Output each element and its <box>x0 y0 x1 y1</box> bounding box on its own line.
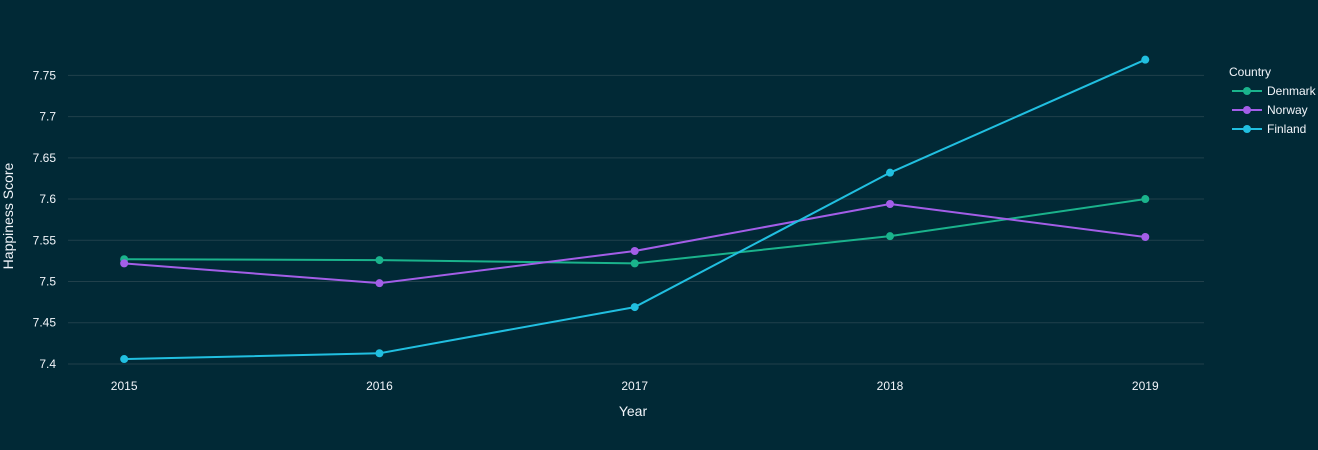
series-denmark[interactable] <box>120 195 1150 268</box>
data-point[interactable] <box>886 232 895 241</box>
legend-item-denmark[interactable]: Denmark <box>1232 84 1317 98</box>
series-line-finland[interactable] <box>124 58 1146 361</box>
x-tick-label: 2017 <box>621 379 648 393</box>
data-point[interactable] <box>120 259 129 268</box>
legend-marker <box>1243 106 1251 114</box>
data-point[interactable] <box>1141 55 1150 64</box>
x-axis: 2015 2016 2017 2018 2019 <box>111 379 1159 393</box>
data-point[interactable] <box>1141 232 1150 241</box>
legend-marker <box>1243 125 1251 133</box>
data-point[interactable] <box>375 349 384 358</box>
y-tick-label: 7.75 <box>33 68 57 82</box>
x-axis-title: Year <box>619 403 648 419</box>
y-axis-title: Happiness Score <box>0 162 16 269</box>
data-point[interactable] <box>630 247 639 256</box>
legend-marker <box>1243 87 1251 95</box>
y-tick-label: 7.55 <box>33 233 57 247</box>
data-point[interactable] <box>886 200 895 208</box>
legend-label: Denmark <box>1267 84 1317 98</box>
data-point[interactable] <box>375 256 384 265</box>
series-norway[interactable] <box>120 200 1150 288</box>
data-point[interactable] <box>886 168 895 177</box>
y-tick-label: 7.45 <box>33 316 57 330</box>
data-point[interactable] <box>630 259 639 268</box>
legend-items: Denmark Norway Finland <box>1232 84 1317 136</box>
legend-item-finland[interactable]: Finland <box>1232 122 1306 136</box>
y-tick-label: 7.7 <box>39 110 56 124</box>
x-tick-label: 2018 <box>877 379 904 393</box>
data-point[interactable] <box>120 355 129 364</box>
series-line-norway[interactable] <box>124 203 1146 285</box>
legend-item-norway[interactable]: Norway <box>1232 103 1308 117</box>
grid-lines <box>68 74 1204 365</box>
data-point[interactable] <box>375 279 384 288</box>
series-finland[interactable] <box>120 55 1150 364</box>
y-tick-label: 7.5 <box>39 275 56 289</box>
data-point[interactable] <box>1141 195 1150 204</box>
x-tick-label: 2016 <box>366 379 393 393</box>
legend[interactable]: Country Denmark Norway Finland <box>1229 65 1317 136</box>
legend-title: Country <box>1229 65 1271 79</box>
series-layer <box>120 55 1150 364</box>
data-point[interactable] <box>630 303 639 312</box>
y-tick-label: 7.6 <box>39 192 56 206</box>
y-tick-label: 7.65 <box>33 151 57 165</box>
x-tick-label: 2019 <box>1132 379 1159 393</box>
y-tick-label: 7.4 <box>39 357 56 371</box>
y-axis: 7.4 7.45 7.5 7.55 7.6 7.65 7.7 7.75 <box>33 68 57 371</box>
legend-label: Norway <box>1267 103 1308 117</box>
x-tick-label: 2015 <box>111 379 138 393</box>
legend-label: Finland <box>1267 122 1306 136</box>
